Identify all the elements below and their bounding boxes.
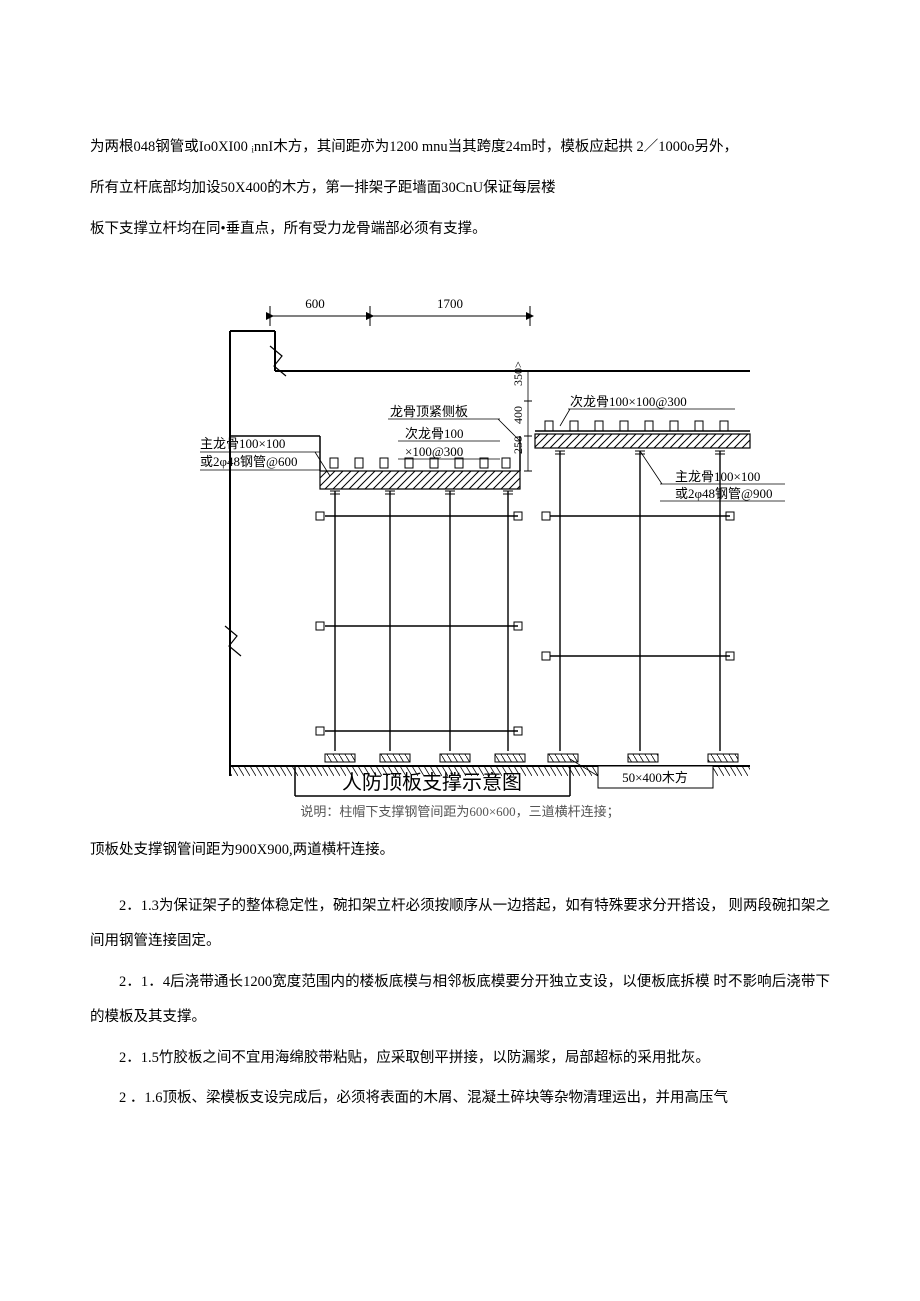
outer-wall [225, 331, 286, 776]
label-sub-keel-mid: 次龙骨100 ×100@300 [398, 426, 500, 459]
label-main-keel-left-2: 或2φ48钢管@600 [200, 454, 297, 469]
dim-350: 350> [511, 361, 525, 386]
document-page: 为两根048钢管或Io0XI00 ᵢnnI木方，其间距亦为1200 mnu当其跨… [0, 0, 920, 1182]
dim-vertical: 250 400 350> [511, 361, 532, 471]
label-sub-right: 次龙骨100×100@300 [570, 394, 687, 409]
label-sub-mid-2: ×100@300 [405, 444, 463, 459]
para-1-line-1: 为两根048钢管或Io0XI00 ᵢnnI木方，其间距亦为1200 mnu当其跨… [90, 130, 830, 165]
dim-top: 600 1700 [270, 296, 530, 326]
dim-1700: 1700 [437, 296, 463, 311]
para-5: 2 ．1.6顶板、梁模板支设完成后，必须将表面的木屑、混凝土碎块等杂物清理运出，… [90, 1081, 830, 1116]
right-slab [535, 421, 750, 448]
para-2: 2．1.3为保证架子的整体稳定性，碗扣架立杆必须按顺序从一边搭起，如有特殊要求分… [90, 889, 830, 959]
label-main-right-2: 或2φ48钢管@900 [675, 486, 772, 501]
label-main-keel-right: 主龙骨100×100 或2φ48钢管@900 [640, 451, 785, 501]
label-wood-base-text: 50×400木方 [622, 770, 688, 785]
para-1-line-2: 所有立杆底部均加设50X400的木方，第一排架子距墙面30CnU保证每层楼 [90, 171, 830, 206]
label-main-right-1: 主龙骨100×100 [675, 469, 760, 484]
figure-container: 600 1700 250 400 350> [90, 276, 830, 859]
para-3: 2．1．4后浇带通长1200宽度范围内的楼板底模与相邻板底模要分开独立支设，以便… [90, 965, 830, 1035]
label-main-keel-left: 主龙骨100×100 或2φ48钢管@600 [200, 436, 330, 476]
cap-sub-keel [330, 458, 510, 468]
para-1-line-3: 板下支撑立杆均在同•垂直点，所有受力龙骨端部必须有支撑。 [90, 212, 830, 247]
label-top-tight-text: 龙骨顶紧侧板 [390, 404, 468, 419]
scaffold-cap [316, 491, 522, 751]
label-sub-mid-1: 次龙骨100 [405, 426, 464, 441]
support-diagram: 600 1700 250 400 350> [130, 276, 790, 836]
para-4: 2．1.5竹胶板之间不宜用海绵胶带粘贴，应采取刨平拼接，以防漏浆，局部超标的采用… [90, 1041, 830, 1076]
diagram-title: 人防顶板支撑示意图 [342, 771, 522, 794]
diagram-caption-note: 说明：柱帽下支撑钢管间距为600×600，三道横杆连接； [300, 804, 619, 820]
diagram-caption-below: 顶板处支撑钢管间距为900X900,两道横杆连接。 [90, 838, 830, 859]
dim-600: 600 [305, 296, 325, 311]
label-main-keel-left-1: 主龙骨100×100 [200, 436, 285, 451]
dim-400: 400 [511, 406, 525, 424]
